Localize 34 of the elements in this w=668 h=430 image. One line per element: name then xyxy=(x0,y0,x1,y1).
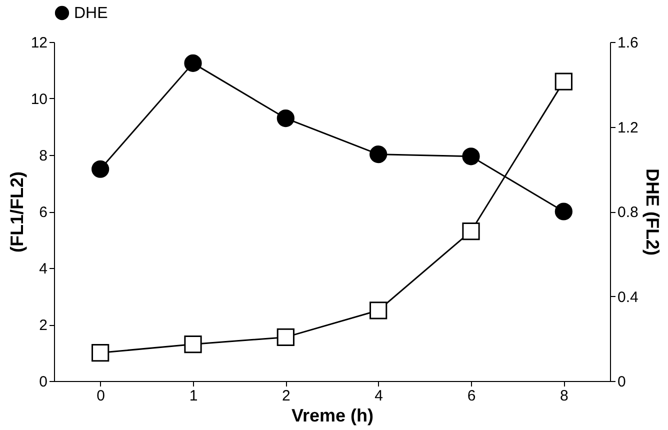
point xyxy=(276,328,294,346)
y2-tick-label: 1.2 xyxy=(618,119,638,136)
y-tick-label: 8 xyxy=(39,148,48,164)
point xyxy=(462,148,480,166)
y-tick-label: 4 xyxy=(39,260,48,278)
point xyxy=(370,146,388,164)
x-tick-label: 1 xyxy=(189,388,198,404)
y-tick-label: 12 xyxy=(30,34,48,52)
x-tick-label: 8 xyxy=(560,388,568,404)
x-tick-label: 6 xyxy=(467,388,476,404)
legend-label: DHE xyxy=(74,5,108,22)
y-axis-title: (FL1/FL2) xyxy=(6,172,27,252)
y-tick-label: 0 xyxy=(39,374,48,390)
y-tick-label: 2 xyxy=(39,317,48,334)
y2-tick-label: 0.4 xyxy=(618,288,638,306)
point xyxy=(276,109,294,128)
point xyxy=(462,222,480,240)
x-tick-label: 2 xyxy=(282,388,290,404)
x-axis-title: Vreme (h) xyxy=(291,406,374,426)
point xyxy=(554,72,572,90)
y2-tick-label: 0.8 xyxy=(618,204,638,221)
point xyxy=(184,54,202,72)
point xyxy=(554,202,572,220)
y2-tick-label: 0 xyxy=(618,374,626,390)
point xyxy=(370,302,388,320)
y-tick-label: 10 xyxy=(30,91,48,108)
point xyxy=(92,160,110,178)
x-tick-label: 4 xyxy=(374,388,384,404)
point xyxy=(184,335,202,354)
point xyxy=(92,344,110,362)
y2-axis-title: DHE (FL2) xyxy=(642,168,662,256)
x-tick-label: 0 xyxy=(96,388,106,404)
y-tick-label: 6 xyxy=(39,204,48,221)
y2-tick-label: 1.6 xyxy=(618,34,638,52)
